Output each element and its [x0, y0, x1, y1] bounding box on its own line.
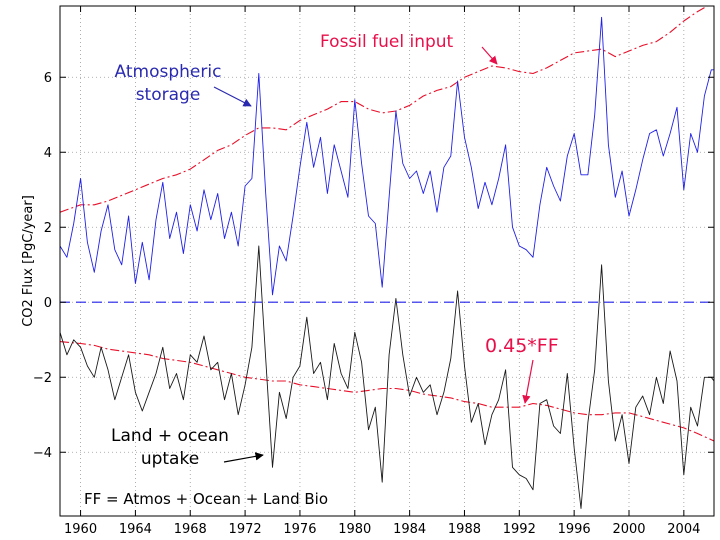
x-tick-label: 1960 — [64, 522, 97, 537]
x-tick-label: 1972 — [229, 522, 262, 537]
annotation-land-ocean-uptake-line1: Land + ocean — [111, 426, 229, 446]
x-tick-label: 1988 — [448, 522, 481, 537]
series-group — [60, 6, 714, 509]
x-tick-label: 1996 — [558, 522, 591, 537]
y-tick-label: 6 — [44, 71, 52, 86]
arrow-045-ff — [522, 359, 534, 404]
x-tick-label: 1964 — [119, 522, 152, 537]
series-atmospheric-storage — [60, 16, 714, 296]
annotations: Fossil fuel input Atmospheric storage 0.… — [84, 32, 559, 508]
x-tick-label: 1980 — [338, 522, 371, 537]
annotation-land-ocean-uptake-line2: uptake — [141, 449, 199, 469]
plot-frame — [59, 5, 715, 517]
series-0-45-ff — [60, 341, 714, 442]
annotation-atmospheric-storage-line2: storage — [136, 85, 201, 105]
series-land-ocean-uptake — [60, 245, 714, 509]
x-tick-label: 1984 — [393, 522, 426, 537]
x-tick-label: 1976 — [283, 522, 316, 537]
arrow-land-ocean-uptake — [223, 452, 264, 463]
annotation-ff-formula: FF = Atmos + Ocean + Land Bio — [84, 490, 328, 508]
x-tick-label: 2004 — [667, 522, 700, 537]
y-tick-label: −2 — [33, 371, 52, 386]
x-tick-label: 2000 — [612, 522, 645, 537]
series-fossil-fuel-input — [60, 6, 709, 213]
x-tick-label: 1992 — [503, 522, 536, 537]
annotation-atmospheric-storage-line1: Atmospheric — [115, 62, 222, 82]
y-tick-label: −4 — [33, 446, 52, 461]
x-tick-label: 1968 — [174, 522, 207, 537]
annotation-045-ff: 0.45*FF — [485, 335, 559, 357]
arrow-fossil-fuel — [481, 46, 498, 65]
y-tick-label: 2 — [44, 221, 52, 236]
y-tick-label: 0 — [44, 296, 52, 311]
y-axis-label: CO2 Flux [PgC/year] — [21, 195, 36, 327]
arrow-atmospheric-storage — [213, 86, 252, 107]
annotation-fossil-fuel-input: Fossil fuel input — [320, 32, 454, 52]
y-tick-label: 4 — [44, 146, 52, 161]
ticks: 1960 1964 1968 1972 1976 1980 1984 1988 1992 1996… — [33, 6, 714, 537]
